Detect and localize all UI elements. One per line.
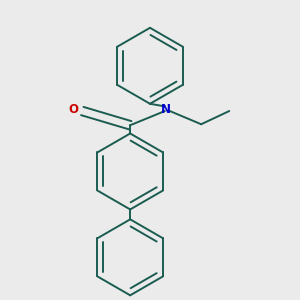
Text: O: O	[68, 103, 78, 116]
Text: N: N	[161, 103, 171, 116]
